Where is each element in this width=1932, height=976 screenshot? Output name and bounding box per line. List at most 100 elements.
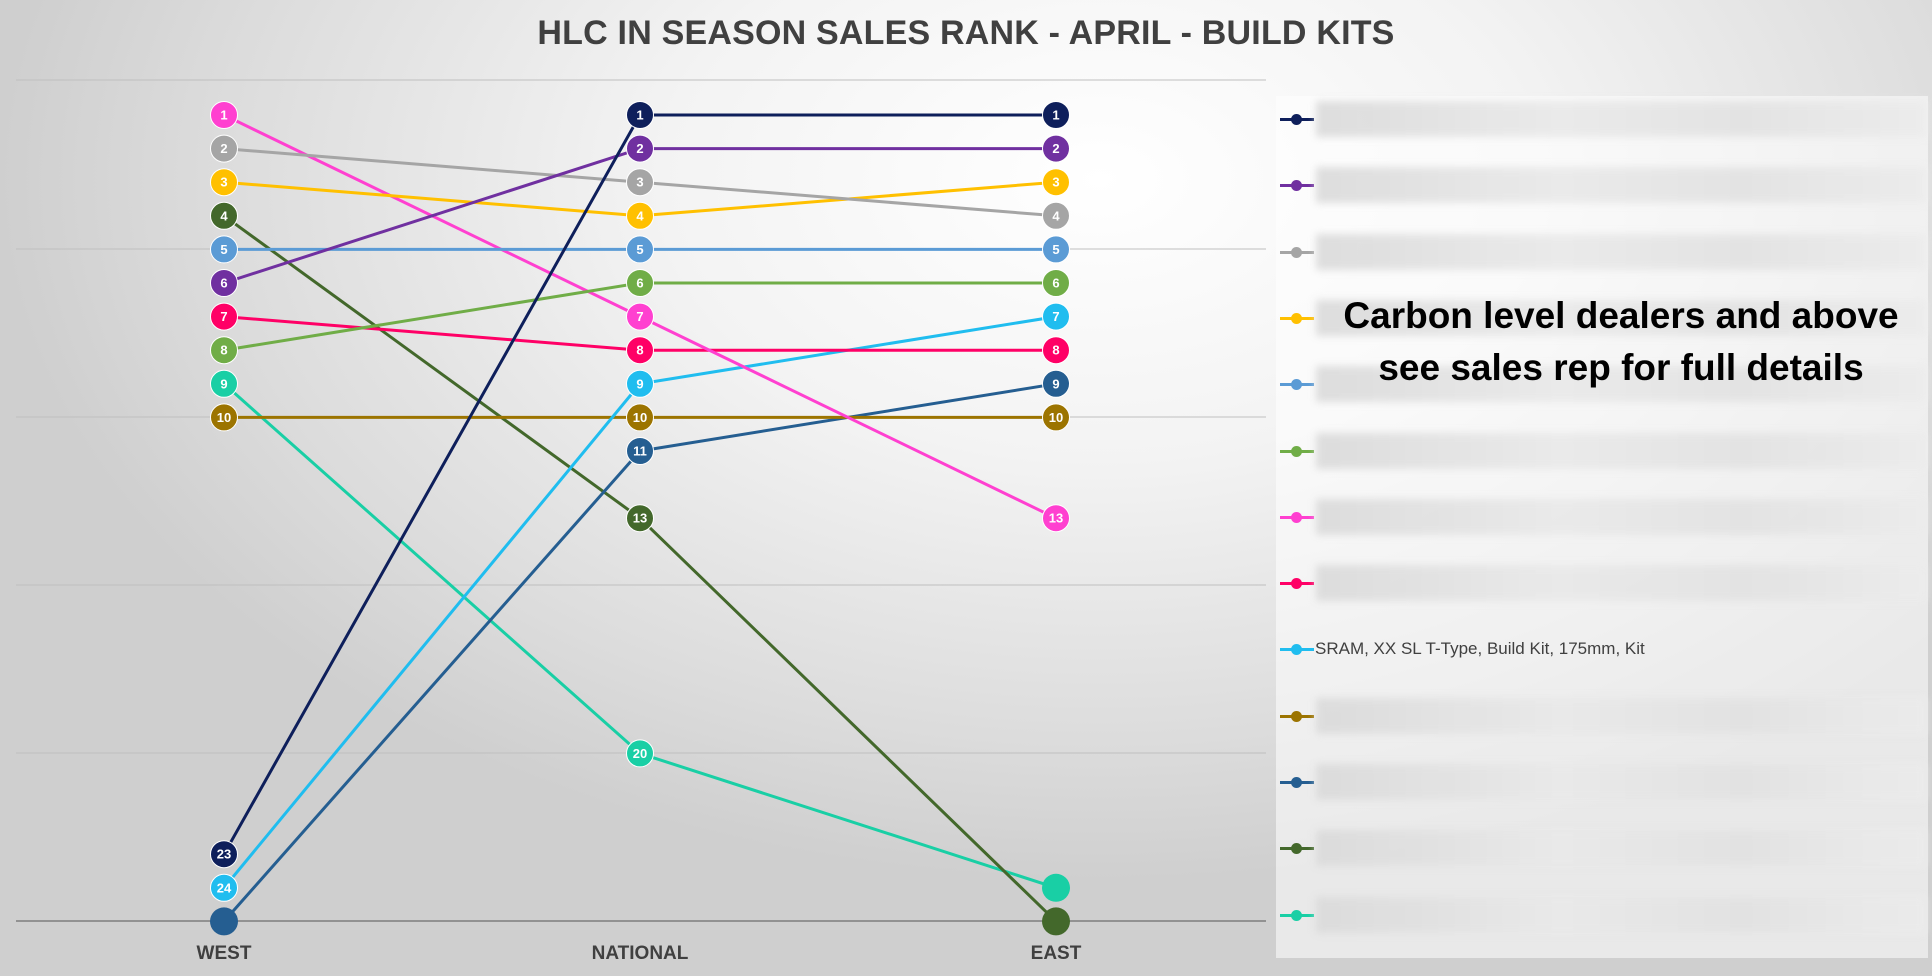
legend-label-redacted: [1316, 300, 1926, 336]
data-label: 3: [1052, 175, 1059, 190]
overlay-note-line2: see sales rep for full details: [1378, 347, 1864, 388]
data-label: 5: [636, 242, 643, 257]
legend-label-redacted: [1316, 897, 1926, 933]
legend-marker: [1291, 114, 1302, 125]
data-label: 6: [220, 276, 227, 291]
data-point: [210, 369, 238, 398]
data-point: [626, 504, 654, 533]
data-label: 10: [633, 410, 647, 425]
legend-marker: [1291, 777, 1302, 788]
data-label: 6: [1052, 276, 1059, 291]
data-point: [626, 369, 654, 398]
data-point: [626, 403, 654, 432]
data-label: 1: [1052, 108, 1059, 123]
legend-label: SRAM, XX SL T-Type, Build Kit, 175mm, Ki…: [1315, 639, 1645, 658]
data-point: [626, 134, 654, 163]
x-tick-label: EAST: [1031, 943, 1082, 964]
data-point: [1042, 504, 1070, 533]
data-point: [1042, 235, 1070, 264]
legend-item: [1280, 897, 1926, 933]
chart-title: HLC IN SEASON SALES RANK - APRIL - BUILD…: [537, 14, 1395, 52]
data-point: [210, 873, 238, 902]
data-label: 7: [1052, 309, 1059, 324]
data-label: 11: [633, 444, 647, 459]
data-label: 9: [636, 376, 643, 391]
legend-item: SRAM, XX SL T-Type, Build Kit, 175mm, Ki…: [1280, 637, 1920, 661]
data-point: [626, 302, 654, 331]
data-label: 4: [220, 208, 228, 223]
data-label: 1: [636, 108, 643, 123]
legend-label-redacted: [1316, 167, 1926, 203]
legend-label-redacted: [1316, 698, 1926, 734]
legend-marker: [1291, 512, 1302, 523]
legend-item: [1280, 300, 1926, 336]
legend-label-redacted: [1316, 764, 1926, 800]
legend-marker: [1291, 247, 1302, 258]
data-point: [1042, 201, 1070, 230]
data-point: [1042, 907, 1070, 936]
data-point: [210, 168, 238, 197]
data-label: 9: [1052, 376, 1059, 391]
data-label: 6: [636, 276, 643, 291]
data-label: 2: [220, 141, 227, 156]
data-point: [1042, 168, 1070, 197]
legend-marker: [1291, 379, 1302, 390]
legend-label-redacted: [1316, 565, 1926, 601]
data-point: [1042, 369, 1070, 398]
data-point: [626, 101, 654, 129]
data-label: 13: [1049, 511, 1063, 526]
data-label: 8: [220, 343, 227, 358]
data-point: [210, 336, 238, 365]
legend-label-redacted: [1316, 101, 1926, 137]
legend-item: [1280, 698, 1926, 734]
data-point: [626, 739, 654, 768]
data-point: [1042, 269, 1070, 297]
data-point: [1042, 873, 1070, 902]
data-point: [210, 907, 238, 936]
data-label: 13: [633, 511, 647, 526]
data-label: 4: [1052, 208, 1060, 223]
overlay-note-line1: Carbon level dealers and above: [1343, 295, 1899, 336]
data-point: [210, 235, 238, 264]
data-point: [210, 269, 238, 297]
legend-label-redacted: [1316, 234, 1926, 270]
data-point: [210, 302, 238, 331]
legend-item: [1280, 764, 1926, 800]
data-label: 9: [220, 376, 227, 391]
legend-item: [1280, 101, 1926, 137]
data-point: [1042, 101, 1070, 129]
legend-item: [1280, 234, 1926, 270]
legend-label-redacted: [1316, 366, 1926, 402]
data-point: [210, 134, 238, 163]
data-point: [210, 840, 238, 869]
data-label: 5: [220, 242, 227, 257]
data-label: 10: [217, 410, 231, 425]
legend-item: [1280, 499, 1926, 535]
legend-marker: [1291, 313, 1302, 324]
data-point: [626, 201, 654, 230]
data-label: 20: [633, 746, 647, 761]
legend-item: [1280, 167, 1926, 203]
data-label: 2: [636, 141, 643, 156]
legend-item: [1280, 830, 1926, 866]
data-point: [210, 403, 238, 432]
x-tick-label: NATIONAL: [592, 943, 689, 964]
data-point: [626, 269, 654, 297]
data-point: [626, 168, 654, 197]
data-label: 8: [636, 343, 643, 358]
data-label: 24: [217, 880, 232, 895]
legend-label-redacted: [1316, 499, 1926, 535]
data-label: 3: [220, 175, 227, 190]
data-point: [626, 437, 654, 465]
data-label: 23: [217, 847, 231, 862]
data-label: 2: [1052, 141, 1059, 156]
data-label: 3: [636, 175, 643, 190]
legend-marker: [1291, 910, 1302, 921]
data-point: [1042, 403, 1070, 432]
legend-item: [1280, 433, 1926, 469]
legend-marker: [1291, 578, 1302, 589]
data-point: [210, 201, 238, 230]
data-label: 7: [636, 309, 643, 324]
